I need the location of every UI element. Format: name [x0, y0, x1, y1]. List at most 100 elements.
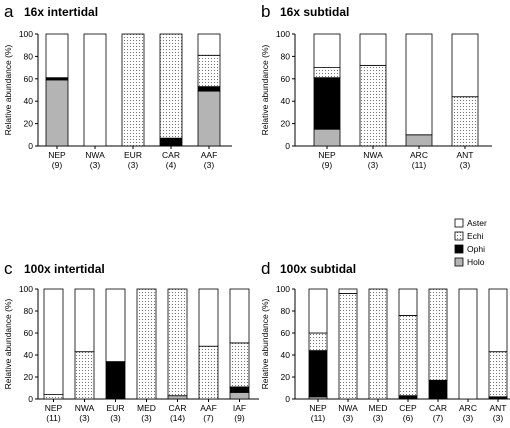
panel-a-title: 16x intertidal: [24, 5, 98, 19]
bar-cep-aster: [398, 288, 418, 316]
bar-nep-holo: [45, 79, 69, 147]
y-tick-label-40: 40: [24, 96, 34, 106]
bar-ant-echi: [451, 96, 479, 147]
x-tick-label-nwa: NWA: [75, 403, 95, 413]
x-tick-label-ant: ANT: [457, 150, 474, 160]
x-tick-label-car: CAR: [429, 403, 447, 413]
bar-iaf-echi: [229, 342, 250, 388]
x-tick-count-nwa: (3): [368, 160, 379, 170]
y-axis-label: Relative abundance (%): [3, 44, 13, 135]
bar-ant-aster: [488, 288, 508, 353]
x-tick-count-aaf: (3): [204, 160, 215, 170]
x-tick-label-nep: NEP: [45, 403, 63, 413]
x-tick-count-car: (14): [170, 413, 185, 423]
bar-cep-ophi: [398, 395, 418, 400]
x-tick-count-nep: (11): [311, 413, 326, 423]
bar-arc-holo: [405, 134, 433, 147]
bar-aaf-aster: [198, 288, 219, 347]
panel-c: c 100x intertidal 0 20 40 60 80 100 Relative a…: [3, 259, 259, 423]
bar-nep-ophi: [308, 350, 328, 398]
bar-car-ophi: [159, 137, 183, 147]
x-tick-count-iaf: (9): [234, 413, 245, 423]
y-axis-label: Relative abundance (%): [260, 298, 270, 389]
bar-nwa-echi: [74, 351, 95, 400]
y-tick-label-40: 40: [24, 350, 34, 360]
legend-label-echi: Echi: [467, 231, 484, 241]
bar-car-echi: [159, 33, 183, 139]
bar-nep-aster: [45, 33, 69, 79]
x-tick-count-aaf: (7): [203, 413, 214, 423]
bar-iaf-aster: [229, 288, 250, 344]
y-tick-label-20: 20: [281, 372, 291, 382]
bar-nep-aster: [313, 33, 341, 68]
y-tick-label-80: 80: [281, 306, 291, 316]
bar-eur-echi: [121, 33, 145, 147]
y-tick-label-100: 100: [276, 29, 290, 39]
bar-nep-aster: [43, 288, 64, 395]
x-tick-label-ant: ANT: [490, 403, 507, 413]
bar-nwa-aster: [338, 288, 358, 294]
y-tick-label-0: 0: [285, 394, 290, 404]
x-tick-label-nep: NEP: [48, 150, 66, 160]
bar-arc-aster: [405, 33, 433, 136]
bar-arc-aster: [458, 288, 478, 400]
bar-aaf-aster: [197, 33, 221, 56]
x-tick-label-eur: EUR: [107, 403, 125, 413]
bar-iaf-ophi: [229, 386, 250, 393]
y-tick-label-60: 60: [24, 74, 34, 84]
bar-aaf-echi: [197, 54, 221, 88]
x-tick-label-nwa: NWA: [363, 150, 383, 160]
x-tick-count-car: (7): [433, 413, 444, 423]
x-tick-count-nep: (11): [46, 413, 61, 423]
x-tick-count-arc: (3): [463, 413, 474, 423]
y-tick-label-100: 100: [276, 284, 290, 294]
x-tick-count-car: (4): [166, 160, 177, 170]
y-tick-label-40: 40: [281, 96, 291, 106]
y-tick-label-20: 20: [24, 119, 34, 129]
y-tick-label-100: 100: [19, 284, 33, 294]
x-tick-label-eur: EUR: [124, 150, 142, 160]
bar-nwa-aster: [83, 33, 107, 147]
y-tick-label-20: 20: [281, 119, 291, 129]
x-tick-count-nep: (9): [322, 160, 333, 170]
panel-d-title: 100x subtidal: [280, 262, 356, 276]
y-axis-label: Relative abundance (%): [3, 298, 13, 389]
x-tick-count-med: (3): [141, 413, 152, 423]
y-tick-label-20: 20: [24, 372, 34, 382]
x-tick-label-nwa: NWA: [338, 403, 358, 413]
bar-nwa-aster: [74, 288, 95, 353]
legend-swatch-holo: [454, 257, 464, 267]
legend-swatch-ophi: [454, 244, 464, 254]
panel-a: a 16x intertidal 0 20 40 60 80 100 Relative ab…: [3, 2, 232, 170]
panel-a-plot: 0 20 40 60 80 100 Relative abundance (%) NEP(9)…: [3, 29, 232, 170]
x-tick-label-med: MED: [137, 403, 156, 413]
x-tick-label-aaf: AAF: [200, 403, 217, 413]
x-tick-count-eur: (3): [110, 413, 121, 423]
y-tick-label-100: 100: [19, 29, 33, 39]
panel-b-title: 16x subtidal: [280, 5, 349, 19]
bar-nep-echi: [308, 332, 328, 352]
x-tick-label-arc: ARC: [459, 403, 477, 413]
bar-nep-echi: [313, 67, 341, 79]
bar-car-ophi: [428, 379, 448, 400]
panel-b: b 16x subtidal 0 20 40 60 80 100 Relative abun…: [260, 2, 492, 170]
y-tick-label-0: 0: [285, 141, 290, 151]
panel-d-plot: 0 20 40 60 80 100 Relative abundance (%) NEP(11…: [260, 284, 510, 423]
bar-med-echi: [136, 288, 157, 400]
bar-nep-ophi: [313, 77, 341, 130]
y-tick-label-60: 60: [281, 328, 291, 338]
bar-nep-holo: [313, 128, 341, 147]
x-tick-count-med: (3): [373, 413, 384, 423]
bar-nwa-aster: [359, 33, 387, 66]
y-tick-label-60: 60: [281, 74, 291, 84]
y-tick-label-60: 60: [24, 328, 34, 338]
bar-aaf-ophi: [197, 86, 221, 92]
panel-d: d 100x subtidal 0 20 40 60 80 100 Relative abu…: [260, 259, 510, 423]
x-tick-label-car: CAR: [169, 403, 187, 413]
panel-d-letter: d: [261, 259, 270, 278]
y-tick-label-80: 80: [24, 51, 34, 61]
bar-car-echi: [428, 288, 448, 381]
panel-c-title: 100x intertidal: [24, 262, 105, 276]
bar-ant-aster: [451, 33, 479, 98]
